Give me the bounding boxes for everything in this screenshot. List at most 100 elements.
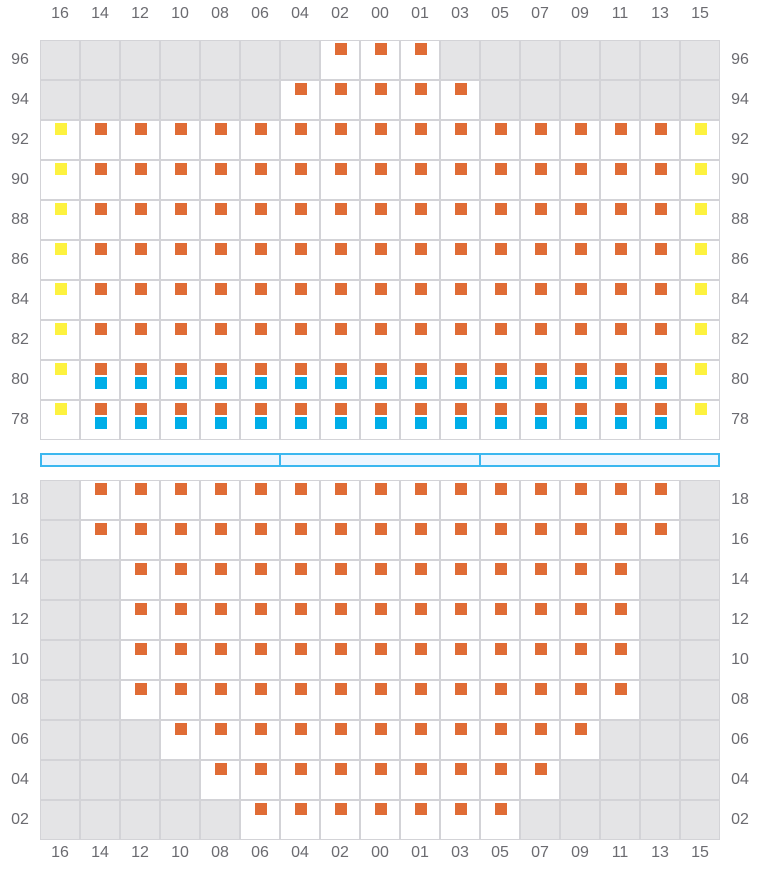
seat-marker-orange[interactable]	[135, 123, 147, 135]
seat-cell[interactable]	[600, 120, 640, 160]
seat-cell[interactable]	[440, 120, 480, 160]
seat-cell[interactable]	[400, 200, 440, 240]
seat-cell[interactable]	[480, 280, 520, 320]
seat-cell[interactable]	[120, 680, 160, 720]
seat-cell[interactable]	[80, 200, 120, 240]
seat-marker-orange[interactable]	[495, 283, 507, 295]
seat-cell[interactable]	[360, 720, 400, 760]
seat-marker-blue[interactable]	[95, 417, 107, 429]
seat-marker-orange[interactable]	[335, 563, 347, 575]
seat-marker-orange[interactable]	[455, 643, 467, 655]
seat-cell[interactable]	[480, 800, 520, 840]
seat-marker-orange[interactable]	[455, 723, 467, 735]
seat-marker-orange[interactable]	[455, 83, 467, 95]
seat-marker-blue[interactable]	[335, 377, 347, 389]
seat-marker-orange[interactable]	[535, 683, 547, 695]
seat-cell[interactable]	[360, 160, 400, 200]
seat-marker-orange[interactable]	[215, 283, 227, 295]
seat-marker-orange[interactable]	[455, 323, 467, 335]
seat-marker-blue[interactable]	[655, 377, 667, 389]
seat-marker-orange[interactable]	[335, 163, 347, 175]
seat-cell[interactable]	[240, 720, 280, 760]
seat-cell[interactable]	[680, 320, 720, 360]
seat-cell[interactable]	[320, 80, 360, 120]
seat-cell[interactable]	[40, 120, 80, 160]
seat-marker-orange[interactable]	[135, 323, 147, 335]
seat-marker-orange[interactable]	[615, 603, 627, 615]
seat-marker-orange[interactable]	[495, 163, 507, 175]
seat-cell[interactable]	[120, 240, 160, 280]
seat-marker-orange[interactable]	[95, 403, 107, 415]
seat-marker-orange[interactable]	[295, 403, 307, 415]
seat-marker-orange[interactable]	[655, 243, 667, 255]
seat-marker-blue[interactable]	[295, 377, 307, 389]
seat-cell[interactable]	[360, 240, 400, 280]
seat-cell[interactable]	[280, 600, 320, 640]
seat-marker-yellow[interactable]	[55, 323, 67, 335]
seat-marker-orange[interactable]	[615, 363, 627, 375]
seat-marker-blue[interactable]	[135, 377, 147, 389]
seat-marker-orange[interactable]	[415, 483, 427, 495]
seat-cell[interactable]	[280, 80, 320, 120]
seat-marker-orange[interactable]	[575, 523, 587, 535]
seat-marker-blue[interactable]	[415, 377, 427, 389]
seat-marker-orange[interactable]	[295, 243, 307, 255]
seat-cell[interactable]	[360, 600, 400, 640]
seat-marker-orange[interactable]	[455, 163, 467, 175]
seat-marker-yellow[interactable]	[695, 203, 707, 215]
seat-marker-blue[interactable]	[135, 417, 147, 429]
seat-marker-orange[interactable]	[375, 363, 387, 375]
seat-marker-orange[interactable]	[615, 643, 627, 655]
seat-cell[interactable]	[320, 520, 360, 560]
seat-cell[interactable]	[520, 640, 560, 680]
seat-cell[interactable]	[80, 280, 120, 320]
seat-cell[interactable]	[200, 120, 240, 160]
seat-cell[interactable]	[240, 400, 280, 440]
seat-cell[interactable]	[520, 680, 560, 720]
seat-marker-orange[interactable]	[415, 403, 427, 415]
seat-marker-orange[interactable]	[295, 603, 307, 615]
seat-marker-orange[interactable]	[575, 203, 587, 215]
seat-marker-orange[interactable]	[175, 163, 187, 175]
seat-cell[interactable]	[320, 680, 360, 720]
seat-marker-orange[interactable]	[175, 403, 187, 415]
seat-marker-orange[interactable]	[375, 83, 387, 95]
seat-cell[interactable]	[40, 320, 80, 360]
seat-marker-orange[interactable]	[175, 123, 187, 135]
seat-marker-orange[interactable]	[495, 603, 507, 615]
seat-cell[interactable]	[680, 280, 720, 320]
seat-cell[interactable]	[320, 760, 360, 800]
seat-cell[interactable]	[240, 120, 280, 160]
seat-cell[interactable]	[320, 640, 360, 680]
seat-cell[interactable]	[600, 400, 640, 440]
seat-marker-orange[interactable]	[175, 683, 187, 695]
seat-marker-orange[interactable]	[255, 723, 267, 735]
seat-marker-orange[interactable]	[255, 323, 267, 335]
seat-marker-orange[interactable]	[295, 323, 307, 335]
seat-cell[interactable]	[640, 360, 680, 400]
seat-marker-orange[interactable]	[375, 683, 387, 695]
seat-marker-blue[interactable]	[415, 417, 427, 429]
seat-marker-orange[interactable]	[575, 643, 587, 655]
seat-marker-orange[interactable]	[215, 203, 227, 215]
seat-marker-orange[interactable]	[415, 763, 427, 775]
seat-cell[interactable]	[160, 200, 200, 240]
seat-cell[interactable]	[480, 640, 520, 680]
seat-cell[interactable]	[600, 560, 640, 600]
seat-cell[interactable]	[600, 200, 640, 240]
seat-marker-orange[interactable]	[175, 283, 187, 295]
seat-cell[interactable]	[360, 280, 400, 320]
seat-cell[interactable]	[640, 200, 680, 240]
seat-marker-blue[interactable]	[375, 417, 387, 429]
seat-cell[interactable]	[520, 360, 560, 400]
seat-marker-orange[interactable]	[215, 763, 227, 775]
seat-cell[interactable]	[40, 200, 80, 240]
seat-marker-orange[interactable]	[215, 563, 227, 575]
seat-cell[interactable]	[560, 480, 600, 520]
seat-marker-orange[interactable]	[415, 803, 427, 815]
seat-cell[interactable]	[160, 240, 200, 280]
seat-marker-orange[interactable]	[255, 483, 267, 495]
seat-marker-orange[interactable]	[215, 643, 227, 655]
seat-marker-orange[interactable]	[655, 203, 667, 215]
seat-cell[interactable]	[480, 240, 520, 280]
